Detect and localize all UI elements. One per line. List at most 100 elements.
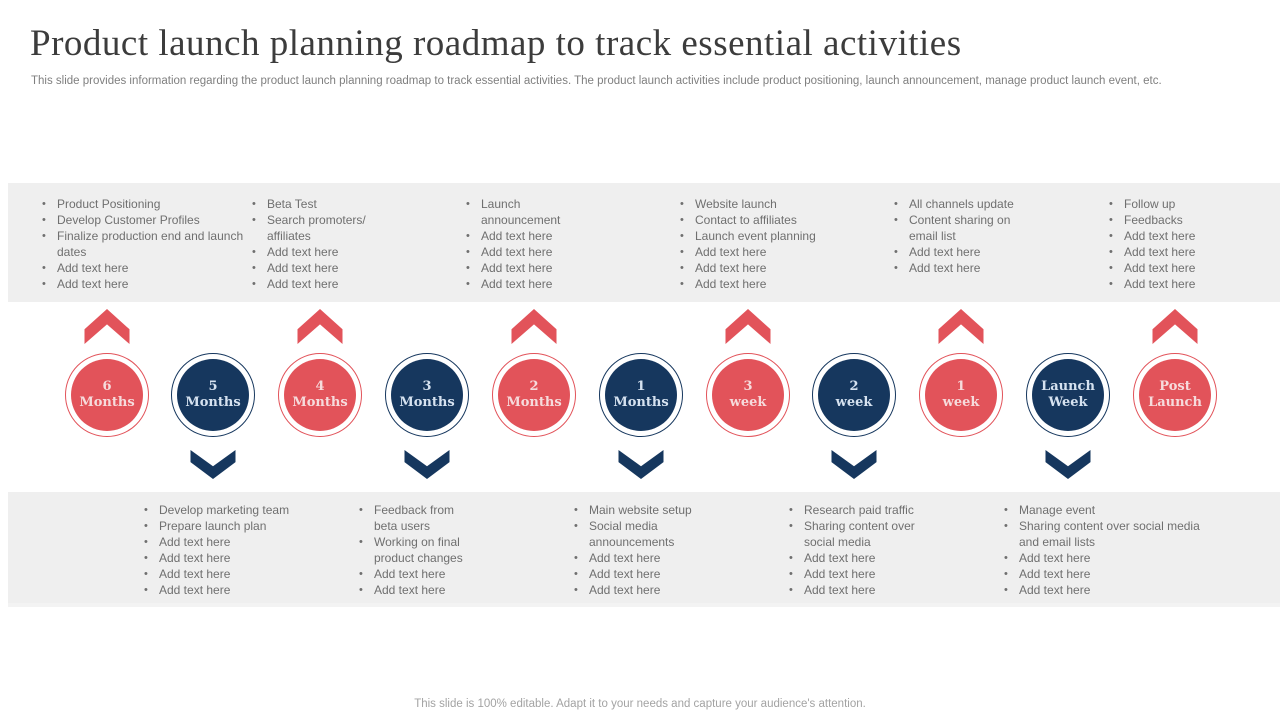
timeline-item: 2 week [812, 353, 896, 479]
bullet-item: Add text here [355, 566, 480, 582]
top-column-6: Follow upFeedbacksAdd text hereAdd text … [1105, 196, 1235, 292]
timeline-item: 3 Months [385, 353, 469, 479]
bullet-item: Launch event planning [676, 228, 864, 244]
bullet-item: Content sharing on email list [890, 212, 1042, 244]
bullet-item: Add text here [38, 276, 256, 292]
chevron-up-icon [297, 309, 343, 344]
bullet-item: Feedbacks [1105, 212, 1235, 228]
bullet-item: Add text here [1000, 550, 1208, 566]
bullet-item: Contact to affiliates [676, 212, 864, 228]
bullet-item: Add text here [462, 276, 584, 292]
chevron-down-icon [190, 450, 236, 479]
top-activities-band: Product PositioningDevelop Customer Prof… [8, 183, 1280, 302]
bottom-column-2: Feedback from beta usersWorking on final… [355, 502, 480, 598]
bullet-item: Add text here [1000, 582, 1208, 598]
bullet-item: Add text here [1105, 260, 1235, 276]
bullet-item: Develop Customer Profiles [38, 212, 256, 228]
milestone-label-line2: Months [185, 395, 241, 410]
chevron-down-icon [404, 450, 450, 479]
bullet-item: Add text here [462, 228, 584, 244]
top-column-1: Product PositioningDevelop Customer Prof… [38, 196, 256, 292]
chevron-up-icon [938, 309, 984, 344]
chevron-down-icon [1045, 450, 1091, 479]
bullet-item: Add text here [785, 566, 937, 582]
bullet-item: Product Positioning [38, 196, 256, 212]
milestone-label-line2: Months [79, 395, 135, 410]
bullet-item: Sharing content over social media and em… [1000, 518, 1208, 550]
timeline-item: 6 Months [65, 309, 149, 437]
bullet-item: Add text here [890, 244, 1042, 260]
bullet-item: Beta Test [248, 196, 390, 212]
milestone-circle: 1 week [919, 353, 1003, 437]
timeline-item: Post Launch [1133, 309, 1217, 437]
bullet-item: Add text here [140, 534, 325, 550]
slide-subtitle: This slide provides information regardin… [31, 75, 1162, 87]
milestone-label: Post Launch [1139, 359, 1211, 431]
milestone-label-line1: Post [1159, 379, 1191, 394]
bullet-item: Add text here [570, 582, 710, 598]
top-column-3: Launch announcementAdd text hereAdd text… [462, 196, 584, 292]
milestone-label-line2: Launch [1148, 395, 1202, 410]
milestone-label-line2: Months [292, 395, 348, 410]
bullet-item: Add text here [1000, 566, 1208, 582]
bottom-column-3: Main website setupSocial media announcem… [570, 502, 710, 598]
milestone-circle: 3 Months [385, 353, 469, 437]
milestone-label-line1: 3 [422, 379, 432, 394]
timeline-item: 4 Months [278, 309, 362, 437]
chevron-up-icon [1152, 309, 1198, 344]
bullet-item: Add text here [1105, 244, 1235, 260]
chevron-up-icon [725, 309, 771, 344]
milestone-circle: 2 week [812, 353, 896, 437]
bullet-item: Website launch [676, 196, 864, 212]
bullet-item: Add text here [462, 244, 584, 260]
bullet-item: Add text here [1105, 276, 1235, 292]
milestone-label: 4 Months [284, 359, 356, 431]
bullet-item: Add text here [248, 260, 390, 276]
bullet-item: Add text here [1105, 228, 1235, 244]
timeline-item: 2 Months [492, 309, 576, 437]
milestone-label-line2: Months [613, 395, 669, 410]
milestone-circle: 3 week [706, 353, 790, 437]
bullet-item: Manage event [1000, 502, 1208, 518]
timeline-item: 3 week [706, 309, 790, 437]
milestone-circle: Launch Week [1026, 353, 1110, 437]
bullet-item: Add text here [890, 260, 1042, 276]
chevron-up-icon [84, 309, 130, 344]
milestone-label: Launch Week [1032, 359, 1104, 431]
milestone-label: 2 week [818, 359, 890, 431]
milestone-label-line2: week [942, 395, 980, 410]
milestone-label-line1: 5 [208, 379, 218, 394]
bullet-item: Add text here [570, 566, 710, 582]
bullet-item: Add text here [248, 276, 390, 292]
milestone-label-line1: 2 [529, 379, 539, 394]
bullet-item: Finalize production end and launch dates [38, 228, 256, 260]
milestone-label: 1 Months [605, 359, 677, 431]
bullet-item: Add text here [570, 550, 710, 566]
milestone-circle: 2 Months [492, 353, 576, 437]
bottom-column-5: Manage eventSharing content over social … [1000, 502, 1208, 598]
bullet-item: Prepare launch plan [140, 518, 325, 534]
chevron-up-icon [511, 309, 557, 344]
bullet-item: Working on final product changes [355, 534, 480, 566]
milestone-label-line1: 1 [956, 379, 966, 394]
timeline-item: Launch Week [1026, 353, 1110, 479]
bullet-item: Sharing content over social media [785, 518, 937, 550]
milestone-circle: Post Launch [1133, 353, 1217, 437]
milestone-label-line1: Launch [1041, 379, 1095, 394]
top-column-2: Beta TestSearch promoters/ affiliatesAdd… [248, 196, 390, 292]
timeline-item: 5 Months [171, 353, 255, 479]
editable-note: This slide is 100% editable. Adapt it to… [414, 698, 866, 710]
milestone-circle: 4 Months [278, 353, 362, 437]
milestone-label-line2: Months [506, 395, 562, 410]
bullet-item: Add text here [140, 566, 325, 582]
milestone-label-line2: Week [1048, 395, 1088, 410]
timeline-item: 1 Months [599, 353, 683, 479]
milestone-label-line1: 4 [315, 379, 325, 394]
milestone-label-line2: Months [399, 395, 455, 410]
milestone-label: 3 Months [391, 359, 463, 431]
milestone-label-line1: 1 [636, 379, 646, 394]
bullet-item: Develop marketing team [140, 502, 325, 518]
bullet-item: Research paid traffic [785, 502, 937, 518]
bottom-activities-band: Develop marketing teamPrepare launch pla… [8, 492, 1280, 607]
page-title: Product launch planning roadmap to track… [30, 23, 962, 64]
